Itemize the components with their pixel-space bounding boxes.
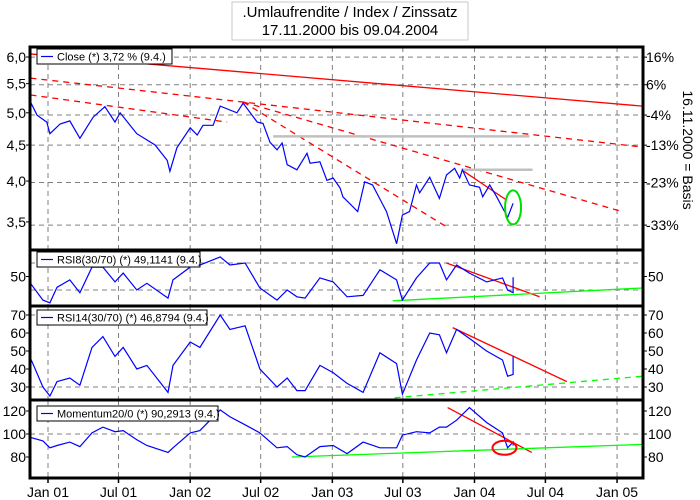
right-tick-label: -4% [646,107,671,123]
panel-price: 6,0 5,5 5,0 4,5 4,0 3,5 16% 6% -4% -13% -23% -33% Cl… [7,45,679,252]
y-tick-label: 50 [10,343,26,359]
trendline [394,375,643,399]
trendline [291,443,643,458]
x-tick-label: Jul 02 [242,484,280,500]
legend-box [36,405,219,422]
right-tick-label: -13% [646,137,679,153]
x-tick-label: Jan 04 [453,484,495,500]
right-tick-label: -33% [646,217,679,233]
y-tick-label: 120 [3,403,27,419]
right-tick-label: 80 [648,449,664,465]
right-tick-label: -23% [646,175,679,191]
x-tick-label: Jul 03 [384,484,422,500]
right-tick-label: 70 [648,307,664,323]
y-tick-label: 6,0 [7,49,27,65]
x-tick-label: Jan 01 [27,484,69,500]
y-tick-label: 40 [10,361,26,377]
right-tick-label: 40 [648,361,664,377]
panel-rsi14: 70 70 60 60 50 50 40 40 30 30 RSI14(30/70) (*) 46,… [10,304,664,402]
y-tick-label: 4,0 [7,173,27,189]
trendline [30,94,228,123]
highlight-ellipse [491,439,518,456]
right-axis-label: 16.11.2000 = Basis [680,90,696,209]
legend-label: RSI14(30/70) (*) 46,8794 (9.4.) [57,313,209,325]
right-tick-label: 50 [648,343,664,359]
legend-label: Close (*) 3,72 % (9.4.) [57,52,166,64]
legend-box [36,251,201,268]
legend-box [36,48,173,65]
right-tick-label: 6% [646,77,666,93]
title-box: .Umlaufrendite / Index / Zinssatz 17.11.… [231,1,469,41]
right-tick-label: 50 [648,269,664,285]
x-tick-label: Jul 01 [100,484,138,500]
trendline [242,101,447,227]
legend-momentum: Momentum20/0 (*) 90,2913 (9.4.) [36,405,220,422]
right-tick-label: 100 [648,426,672,442]
chart-subtitle: 17.11.2000 bis 09.04.2004 [262,22,439,39]
x-tick-label: Jan 03 [311,484,353,500]
x-tick-label: Jul 04 [527,484,565,500]
chart-title: .Umlaufrendite / Index / Zinssatz [242,4,457,21]
legend-price: Close (*) 3,72 % (9.4.) [36,48,173,65]
y-tick-label: 5,5 [7,76,27,92]
legend-box [36,309,208,326]
y-tick-label: 60 [10,325,26,341]
trendline [461,169,507,201]
plot-area [30,313,643,399]
series-line-rsi14 [30,313,514,398]
y-tick-label: 5,0 [7,105,27,121]
right-tick-label: 16% [646,49,674,65]
y-tick-label: 3,5 [7,214,27,230]
y-tick-label: 100 [3,426,27,442]
trendline [30,77,643,148]
x-tick-label: Jan 05 [596,484,638,500]
y-tick-label: 70 [10,307,26,323]
legend-rsi8: RSI8(30/70) (*) 49,1141 (9.4.) [36,251,202,268]
right-tick-label: 60 [648,325,664,341]
series-line-price [30,101,514,244]
right-tick-label: 30 [648,379,664,395]
legend-rsi14: RSI14(30/70) (*) 46,8794 (9.4.) [36,309,209,326]
y-tick-label: 30 [10,379,26,395]
highlight-ellipse [504,189,523,226]
plot-area [30,406,643,458]
x-tick-label: Jan 02 [169,484,211,500]
right-tick-label: 120 [648,403,672,419]
trendline [392,287,643,302]
y-tick-label: 50 [10,269,26,285]
y-tick-label: 80 [10,449,26,465]
panel-momentum: 120 120 100 100 80 80 Momentum20/0 (*) 90,2913… [3,398,672,480]
panel-rsi8: 50 50 RSI8(30/70) (*) 49,1141 (9.4.) [10,248,664,308]
legend-label: RSI8(30/70) (*) 49,1141 (9.4.) [57,255,202,267]
x-axis: Jan 01 Jul 01 Jan 02 Jul 02 Jan 03 Jul 03 Jan … [27,476,643,500]
trendline [452,327,568,383]
legend-label: Momentum20/0 (*) 90,2913 (9.4.) [57,409,220,421]
y-tick-label: 4,5 [7,137,27,153]
series-line-momentum [30,406,514,458]
